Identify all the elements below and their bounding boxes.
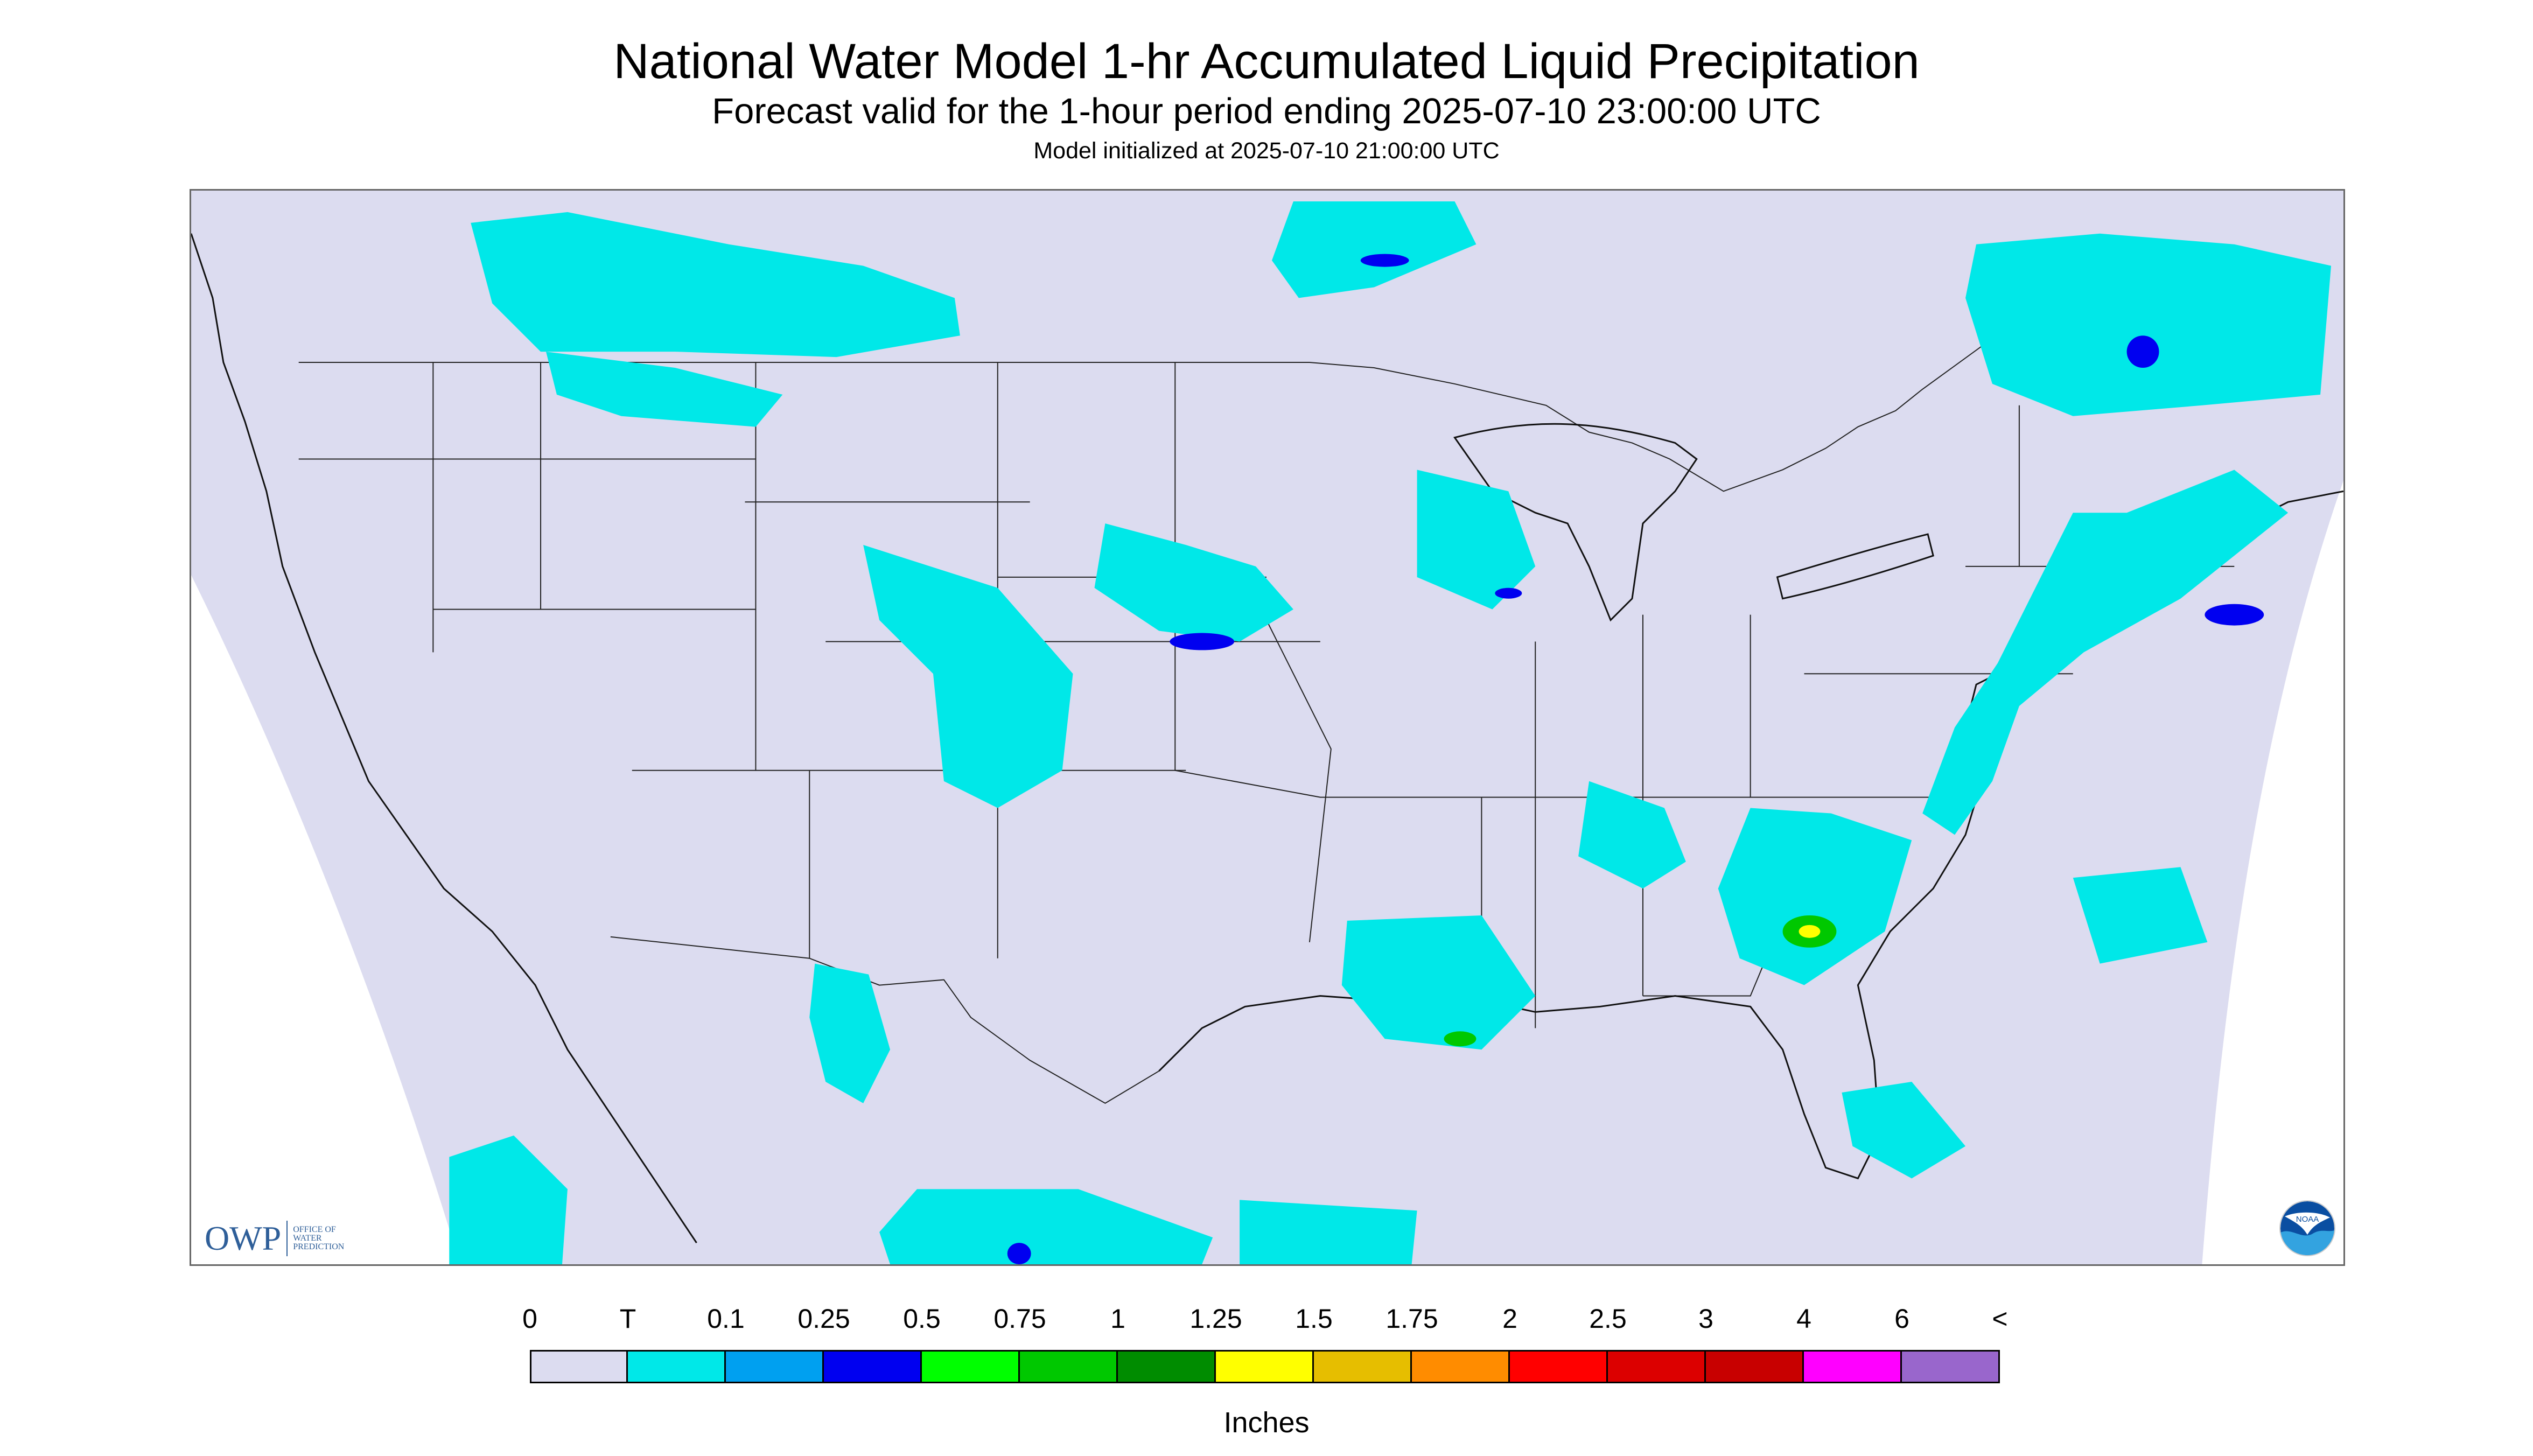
precip-heavy-cell xyxy=(1495,587,1522,599)
legend-tick-label: 0.5 xyxy=(903,1304,941,1334)
legend-tick-label: 1.75 xyxy=(1386,1304,1438,1334)
lake-erie xyxy=(1776,533,1934,600)
precip-heavy-cell xyxy=(1444,1031,1477,1047)
precip-cell xyxy=(1718,808,1912,985)
noaa-logo: NOAA xyxy=(2279,1200,2335,1256)
precip-cell xyxy=(1842,1082,1966,1179)
legend-tick-label: < xyxy=(1992,1304,2008,1334)
precip-heavy-cell xyxy=(1170,633,1235,650)
precip-heavy-cell xyxy=(2126,335,2159,368)
legend-color-box xyxy=(1118,1350,1216,1383)
precip-cell xyxy=(1578,781,1686,889)
precip-cell xyxy=(1341,915,1536,1050)
legend-color-box xyxy=(824,1350,922,1383)
precip-cell xyxy=(471,212,960,358)
color-legend: 0 T 0.1 0.25 0.5 0.75 1 1.25 1.5 1.75 2 2.5 3 4 6 < Inch… xyxy=(0,1292,2533,1454)
legend-color-box xyxy=(1804,1350,1902,1383)
us-mexico-border xyxy=(610,936,1159,1104)
owp-logo: OWP OFFICE OF WATER PREDICTION xyxy=(205,1221,344,1256)
legend-tick-label: 1.25 xyxy=(1189,1304,1242,1334)
legend-tick-label: 0 xyxy=(522,1304,537,1334)
noaa-logo-text: NOAA xyxy=(2296,1215,2319,1224)
legend-color-box xyxy=(1412,1350,1510,1383)
model-init-time: Model initialized at 2025-07-10 21:00:00… xyxy=(1033,138,1500,164)
precip-cell xyxy=(863,545,1073,808)
map-subtitle: Forecast valid for the 1-hour period end… xyxy=(712,91,1821,131)
us-canada-border xyxy=(298,346,1982,492)
precip-cell xyxy=(809,963,891,1103)
map-title: National Water Model 1-hr Accumulated Li… xyxy=(613,34,1920,89)
legend-tick-label: 1 xyxy=(1110,1304,1125,1334)
pacific-coastline xyxy=(191,233,697,1243)
precip-cell xyxy=(1240,1200,1417,1264)
precip-cell xyxy=(879,1189,1213,1264)
legend-tick-label: T xyxy=(619,1304,636,1334)
legend-tick-label: 0.25 xyxy=(797,1304,850,1334)
precip-cell xyxy=(449,1135,568,1264)
precip-heavy-cell xyxy=(1360,254,1409,267)
owp-logo-line: OFFICE OF xyxy=(293,1225,336,1234)
precip-heavy-cells xyxy=(1007,254,2264,1264)
legend-color-box xyxy=(1020,1350,1118,1383)
legend-tick-label: 2 xyxy=(1502,1304,1517,1334)
legend-color-box xyxy=(1902,1350,2000,1383)
legend-color-box xyxy=(1216,1350,1314,1383)
legend-tick-label: 1.5 xyxy=(1295,1304,1333,1334)
precip-cell xyxy=(1271,201,1477,298)
precip-cell xyxy=(1922,470,2289,835)
precip-heavy-cell xyxy=(2205,604,2264,626)
owp-logo-subtext: OFFICE OF WATER PREDICTION xyxy=(293,1226,344,1251)
precipitation-map: OWP OFFICE OF WATER PREDICTION NOAA xyxy=(190,189,2345,1266)
great-lakes xyxy=(1453,423,1698,622)
legend-tick-label: 0.1 xyxy=(707,1304,745,1334)
owp-logo-line: WATER xyxy=(293,1234,322,1243)
precip-heavy-cell xyxy=(1007,1243,1031,1264)
owp-logo-line: PREDICTION xyxy=(293,1242,345,1251)
owp-logo-wordmark: OWP xyxy=(205,1219,282,1257)
precip-cell xyxy=(1417,470,1536,610)
legend-color-box xyxy=(1314,1350,1412,1383)
legend-color-box xyxy=(1510,1350,1608,1383)
legend-tick-label: 0.75 xyxy=(993,1304,1046,1334)
owp-logo-divider xyxy=(286,1221,288,1256)
legend-tick-label: 2.5 xyxy=(1589,1304,1627,1334)
precip-heavy-cell xyxy=(1799,925,1821,938)
noaa-logo-icon: NOAA xyxy=(2280,1201,2334,1255)
precip-cell xyxy=(546,352,783,427)
legend-tick-label: 6 xyxy=(1894,1304,1909,1334)
legend-color-box xyxy=(922,1350,1020,1383)
precip-cells xyxy=(449,201,2332,1264)
legend-unit-label: Inches xyxy=(1223,1406,1310,1439)
legend-color-box xyxy=(628,1350,726,1383)
legend-color-box xyxy=(1608,1350,1706,1383)
precip-cell xyxy=(1094,523,1293,642)
legend-tick-label: 3 xyxy=(1698,1304,1713,1334)
legend-color-box xyxy=(726,1350,824,1383)
state-line xyxy=(1750,614,1966,798)
map-canvas xyxy=(191,191,2343,1264)
legend-color-box xyxy=(530,1350,628,1383)
legend-tick-label: 4 xyxy=(1796,1304,1811,1334)
state-line xyxy=(1244,577,1332,942)
precip-cell xyxy=(1965,233,2332,416)
legend-color-box xyxy=(1706,1350,1804,1383)
precip-cell xyxy=(2073,867,2208,964)
gulf-coastline xyxy=(1158,995,1880,1180)
